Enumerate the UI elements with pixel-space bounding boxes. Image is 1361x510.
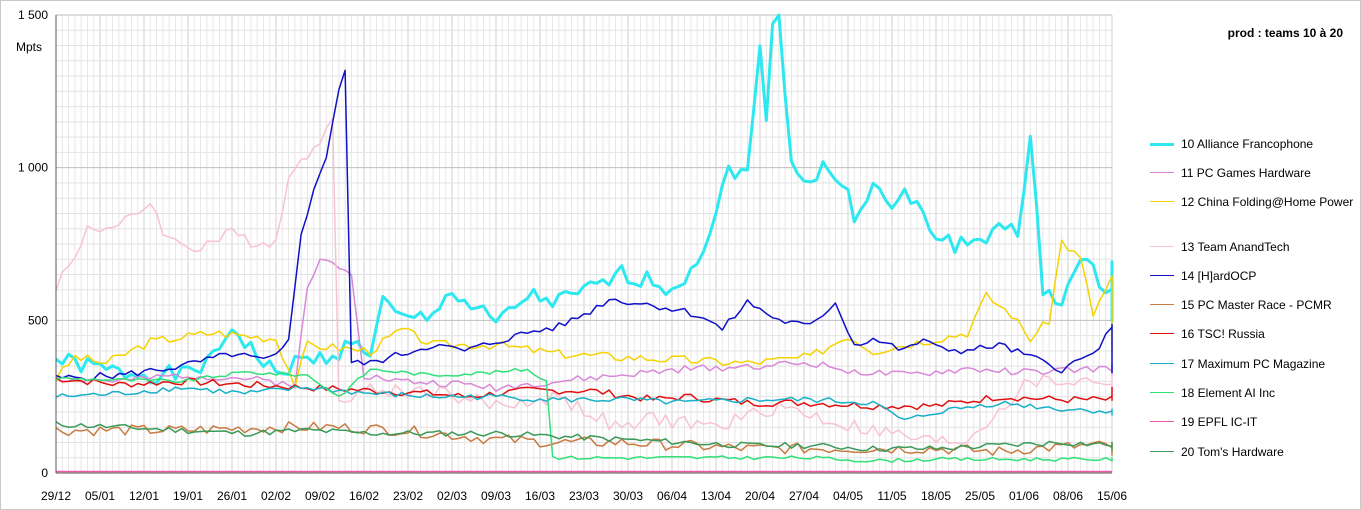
series-line-16 [55,377,1113,411]
x-tick-label: 02/02 [261,489,291,503]
y-tick-label: 0 [41,466,48,480]
series-line-13 [55,117,1113,445]
x-tick-label: 08/06 [1053,489,1083,503]
x-tick-label: 05/01 [85,489,115,503]
legend-swatch [1150,172,1174,173]
x-tick-label: 23/02 [393,489,423,503]
x-tick-label: 20/04 [745,489,775,503]
series-line-18 [55,367,1113,463]
x-tick-label: 26/01 [217,489,247,503]
legend-swatch [1150,363,1174,364]
chart-title: prod : teams 10 à 20 [1227,26,1343,40]
x-tick-label: 16/02 [349,489,379,503]
x-tick-label: 09/02 [305,489,335,503]
series-layer [55,13,1114,473]
x-tick-label: 16/03 [525,489,555,503]
x-tick-label: 25/05 [965,489,995,503]
series-line-15 [55,421,1113,456]
legend-label: 16 TSC! Russia [1181,327,1265,341]
x-tick-label: 09/03 [481,489,511,503]
legend-swatch [1150,201,1174,202]
series-line-10 [55,13,1114,385]
x-tick-label: 23/03 [569,489,599,503]
x-tick-label: 29/12 [41,489,71,503]
legend-swatch [1150,333,1174,334]
legend-swatch [1150,451,1174,452]
x-tick-label: 06/04 [657,489,687,503]
legend-label: 13 Team AnandTech [1181,240,1290,254]
legend-label: 18 Element AI Inc [1181,386,1276,400]
legend-swatch [1150,143,1174,146]
legend-label: 15 PC Master Race - PCMR [1181,298,1332,312]
x-tick-label: 27/04 [789,489,819,503]
x-tick-label: 13/04 [701,489,731,503]
series-line-14 [55,69,1113,382]
chart-grid [55,14,1113,474]
legend-label: 20 Tom's Hardware [1181,445,1284,459]
legend-label: 12 China Folding@Home Power [1181,195,1354,209]
legend-label: 11 PC Games Hardware [1181,166,1311,180]
legend-label: 14 [H]ardOCP [1181,269,1257,283]
x-tick-label: 04/05 [833,489,863,503]
y-axis-unit: Mpts [16,40,43,54]
legend-label: 17 Maximum PC Magazine [1181,357,1326,371]
legend-swatch [1150,392,1174,393]
legend-swatch [1150,275,1174,276]
y-tick-label: 500 [28,313,48,327]
chart-axes: 0 500 1 000 1 500 29/12 05/01 12/01 19/01 26/01 0… [18,8,1127,503]
x-tick-label: 02/03 [437,489,467,503]
y-tick-label: 1 000 [18,161,48,175]
x-tick-label: 11/05 [877,489,906,503]
series-line-17 [55,385,1113,421]
x-tick-label: 18/05 [921,489,951,503]
x-tick-label: 12/01 [129,489,159,503]
legend-swatch [1150,421,1174,422]
x-tick-label: 30/03 [613,489,643,503]
x-tick-label: 15/06 [1097,489,1127,503]
legend-swatch [1150,304,1174,305]
y-tick-label: 1 500 [18,8,48,22]
series-line-20 [55,421,1113,452]
legend-label: 10 Alliance Francophone [1181,137,1314,151]
x-tick-label: 01/06 [1009,489,1039,503]
legend-label: 19 EPFL IC-IT [1181,415,1258,429]
series-line-12 [55,239,1113,389]
x-tick-label: 19/01 [173,489,203,503]
series-line-11 [55,258,1113,392]
legend-swatch [1150,246,1174,247]
